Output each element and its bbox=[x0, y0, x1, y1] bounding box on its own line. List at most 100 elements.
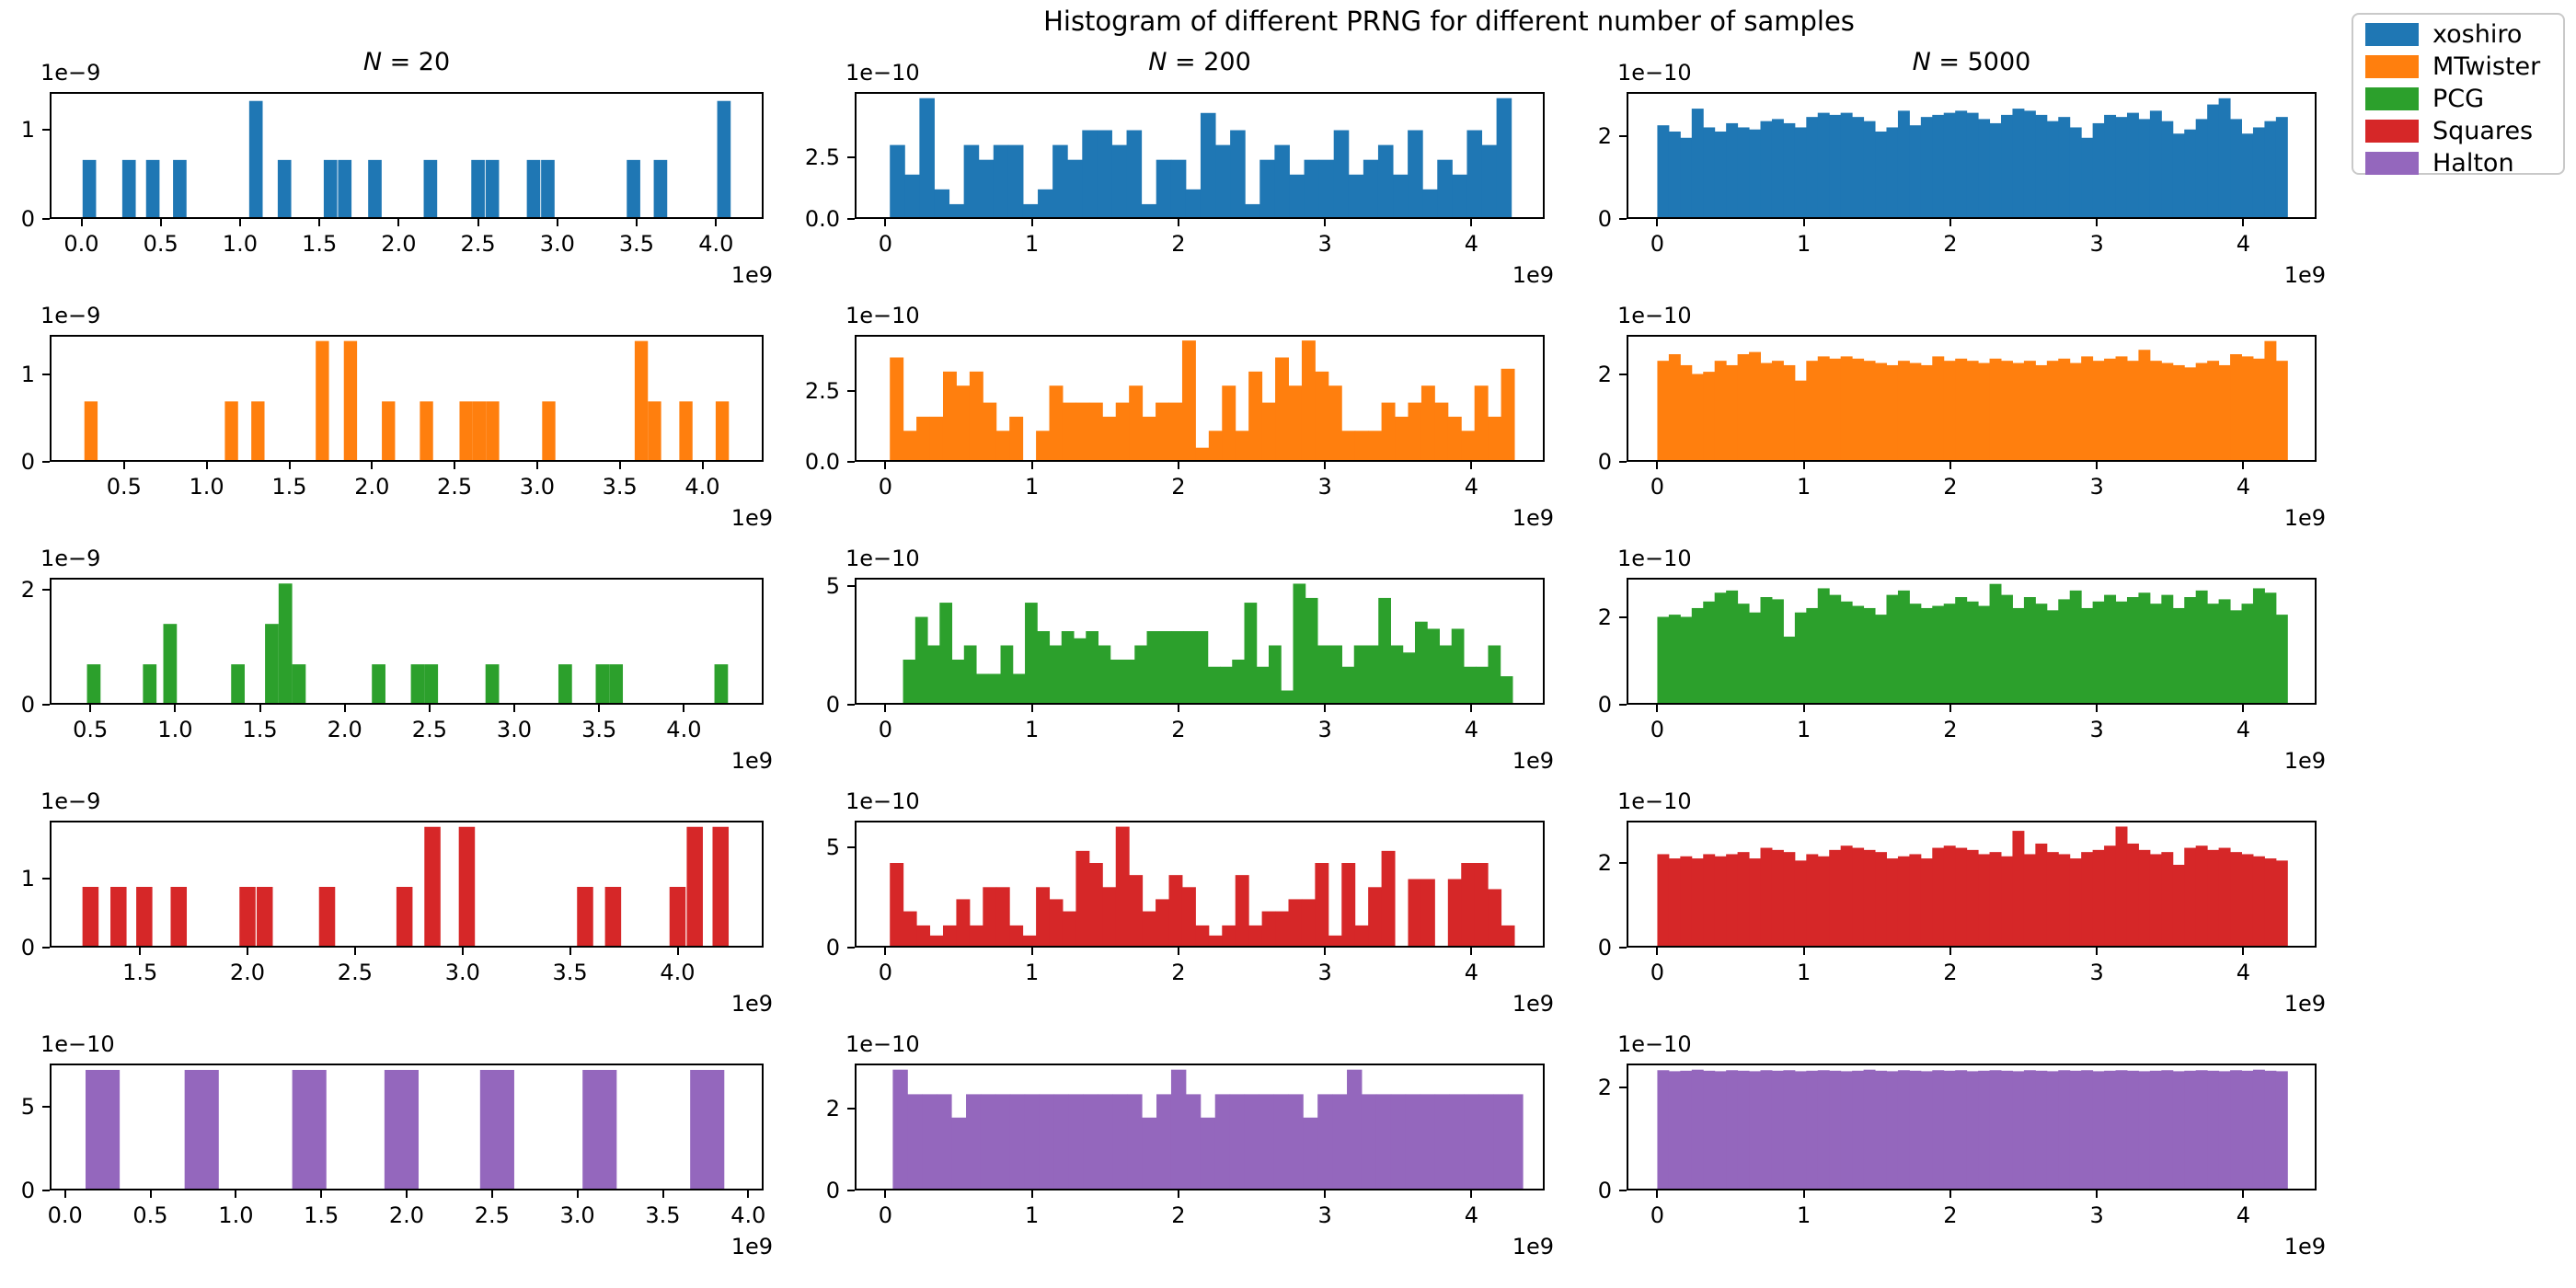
histogram-bar bbox=[2023, 597, 2036, 705]
histogram-bar bbox=[1966, 1071, 1979, 1190]
y-tick bbox=[847, 1190, 855, 1191]
histogram-bar bbox=[459, 401, 473, 462]
histogram-bar bbox=[410, 664, 425, 705]
histogram-bar bbox=[1229, 1094, 1246, 1190]
y-tick bbox=[1619, 1087, 1627, 1089]
histogram-bar bbox=[1110, 659, 1123, 705]
histogram-bar bbox=[1966, 601, 1979, 705]
histogram-bar bbox=[1886, 858, 1899, 948]
histogram-bar bbox=[988, 673, 1002, 705]
histogram-bar bbox=[1434, 402, 1449, 462]
x-tick-label: 1.0 bbox=[157, 717, 193, 742]
x-tick bbox=[343, 705, 346, 712]
histogram-bar bbox=[916, 925, 931, 948]
x-tick bbox=[535, 462, 538, 469]
histogram-bar bbox=[2012, 1071, 2025, 1190]
y-tick bbox=[42, 947, 50, 949]
histogram-bar bbox=[1354, 431, 1369, 462]
histogram-bar bbox=[2264, 592, 2277, 705]
histogram-bar bbox=[1269, 645, 1282, 705]
x-tick-label: 3 bbox=[2089, 231, 2104, 257]
x-tick-label: 3 bbox=[2089, 717, 2104, 742]
histogram-bar bbox=[2092, 601, 2105, 705]
column-title-variable: N bbox=[1912, 48, 1931, 76]
y-scale-label: 1e−10 bbox=[1617, 1031, 1692, 1057]
histogram-bar bbox=[2012, 362, 2025, 462]
x-tick-label: 3 bbox=[1317, 960, 1332, 985]
histogram-bar bbox=[1082, 130, 1098, 219]
histogram-bar bbox=[526, 159, 541, 219]
histogram-bar bbox=[903, 659, 916, 705]
histogram-bar bbox=[1476, 666, 1489, 705]
histogram-bar bbox=[1088, 863, 1103, 948]
histogram-bar bbox=[2104, 594, 2117, 705]
x-offset-label: 1e9 bbox=[2283, 748, 2326, 774]
histogram-bar bbox=[995, 431, 1010, 462]
histogram-bar bbox=[1806, 1070, 1819, 1190]
histogram-bar bbox=[1488, 889, 1502, 948]
histogram-bar bbox=[173, 159, 187, 219]
x-tick bbox=[2242, 219, 2245, 226]
histogram-bar bbox=[980, 1094, 996, 1190]
y-tick-label: 2 bbox=[1597, 1075, 1612, 1101]
x-tick bbox=[320, 1190, 323, 1198]
histogram-bar bbox=[1500, 676, 1513, 705]
y-tick-label: 0.0 bbox=[804, 449, 840, 475]
histogram-bar bbox=[1009, 925, 1024, 948]
histogram-bar bbox=[942, 371, 957, 462]
x-tick bbox=[149, 1190, 152, 1198]
histogram-bar bbox=[1508, 1094, 1524, 1190]
histogram-bar bbox=[2001, 594, 2013, 705]
histogram-bar bbox=[2252, 1069, 2265, 1190]
histogram-bar bbox=[239, 887, 256, 948]
histogram-bar bbox=[292, 664, 306, 705]
x-tick-label: 3.0 bbox=[496, 717, 533, 742]
histogram-bar bbox=[2264, 1070, 2277, 1190]
column-title-value: = 200 bbox=[1167, 48, 1251, 76]
histogram-bar bbox=[1760, 847, 1773, 948]
x-tick-label: 2 bbox=[1171, 474, 1186, 500]
x-tick bbox=[1470, 1190, 1473, 1198]
histogram-bar bbox=[1195, 447, 1210, 462]
x-tick bbox=[1470, 219, 1473, 226]
histogram-bar bbox=[2069, 590, 2082, 705]
histogram-bar bbox=[1049, 385, 1064, 462]
histogram-bar bbox=[1053, 1094, 1069, 1190]
histogram-bar bbox=[1365, 645, 1379, 705]
histogram-bar bbox=[1235, 875, 1249, 948]
histogram-bar bbox=[653, 159, 668, 219]
histogram-bar bbox=[914, 616, 928, 705]
y-tick bbox=[1619, 861, 1627, 864]
x-tick-label: 2 bbox=[1943, 960, 1958, 985]
histogram-bar bbox=[2207, 604, 2220, 705]
histogram-bar bbox=[956, 899, 971, 948]
histogram-bar bbox=[1714, 1071, 1727, 1190]
y-scale-label: 1e−10 bbox=[40, 1031, 115, 1057]
histogram-bar bbox=[1863, 1069, 1876, 1190]
x-tick-label: 2.5 bbox=[437, 474, 473, 500]
histogram-bar bbox=[2184, 597, 2197, 705]
histogram-bars-halton-n5000 bbox=[1657, 1069, 2288, 1190]
histogram-bar bbox=[951, 1117, 967, 1190]
x-tick bbox=[884, 1190, 887, 1198]
histogram-bar bbox=[1368, 431, 1383, 462]
legend-item-pcg: PCG bbox=[2365, 85, 2563, 113]
x-tick-label: 0.5 bbox=[132, 1202, 168, 1228]
x-tick bbox=[122, 462, 125, 469]
histogram-bar bbox=[1414, 621, 1428, 705]
histogram-bar bbox=[1749, 612, 1762, 705]
histogram-bar bbox=[1478, 1094, 1494, 1190]
x-tick bbox=[353, 948, 356, 955]
histogram-bar bbox=[485, 159, 500, 219]
histogram-bar bbox=[1115, 402, 1130, 462]
histogram-bar bbox=[1171, 631, 1184, 705]
histogram-bar bbox=[1657, 1070, 1670, 1190]
y-scale-label: 1e−10 bbox=[1617, 303, 1692, 328]
y-tick bbox=[1619, 134, 1627, 137]
histogram-bar bbox=[1315, 371, 1329, 462]
histogram-bar bbox=[1794, 380, 1807, 462]
histogram-bar bbox=[1783, 852, 1796, 948]
histogram-bar bbox=[1829, 1070, 1842, 1190]
histogram-bar bbox=[1127, 1094, 1143, 1190]
